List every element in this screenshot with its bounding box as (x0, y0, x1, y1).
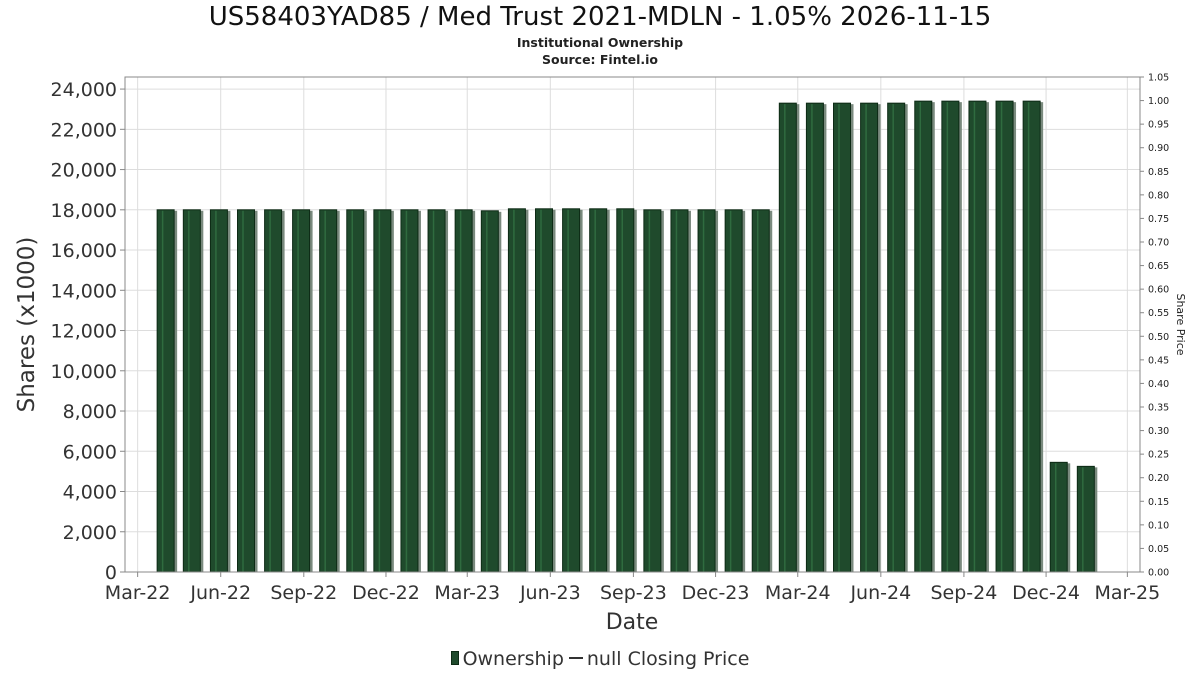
ownership-bar (182, 209, 201, 573)
y-tick-label: 6,000 (63, 441, 117, 463)
y-tick-label: 24,000 (51, 79, 117, 101)
y2-tick-label: 0.70 (1148, 238, 1169, 249)
ownership-bar (1049, 461, 1068, 573)
x-tick-label: Sep-22 (270, 582, 337, 604)
ownership-bar (319, 209, 338, 573)
x-tick-label: Dec-23 (682, 582, 750, 604)
ownership-bar (833, 102, 852, 573)
chart-source: Source: Fintel.io (542, 52, 658, 67)
y2-tick-label: 0.30 (1148, 426, 1169, 437)
chart-title: US58403YAD85 / Med Trust 2021-MDLN - 1.0… (208, 2, 992, 32)
ownership-bar (589, 208, 608, 573)
x-tick-label: Jun-23 (519, 582, 581, 604)
y2-tick-label: 0.60 (1148, 285, 1169, 296)
ownership-bars (156, 100, 1098, 573)
ownership-bar (346, 209, 365, 573)
ownership-bar (209, 209, 228, 573)
y-tick-label: 8,000 (63, 401, 117, 423)
ownership-bar (1022, 100, 1041, 573)
legend-price-label: null Closing Price (586, 648, 750, 670)
y-tick-label: 16,000 (51, 240, 117, 262)
y-tick-label: 2,000 (63, 522, 117, 544)
ownership-bar (264, 209, 283, 573)
y-tick-label: 18,000 (51, 200, 117, 222)
ownership-bar (535, 208, 554, 573)
ownership-bar (373, 209, 392, 573)
y2-tick-label: 0.95 (1148, 120, 1169, 131)
y2-tick-label: 0.50 (1148, 332, 1169, 343)
y2-tick-label: 0.45 (1148, 355, 1169, 366)
ownership-bar (968, 100, 987, 573)
y2-tick-label: 0.00 (1148, 568, 1169, 579)
ownership-bar (995, 100, 1014, 573)
y2-axis-title: Share Price (1174, 293, 1187, 355)
ownership-bar (670, 209, 689, 573)
ownership-bar (643, 209, 662, 573)
ownership-bar (507, 208, 526, 573)
ownership-bar (427, 209, 446, 573)
chart-subtitle: Institutional Ownership (516, 35, 684, 50)
y2-tick-label: 0.85 (1148, 167, 1169, 178)
x-tick-label: Dec-22 (352, 582, 420, 604)
y-tick-label: 10,000 (51, 361, 117, 383)
x-tick-label: Mar-25 (1095, 582, 1161, 604)
x-tick-label: Sep-23 (600, 582, 667, 604)
y2-tick-label: 0.20 (1148, 473, 1169, 484)
y-axis-title: Shares (x1000) (14, 237, 40, 413)
ownership-bar (400, 209, 419, 573)
y2-tick-label: 0.10 (1148, 520, 1169, 531)
ownership-bar (941, 100, 960, 573)
ownership-bar (237, 209, 256, 573)
x-tick-label: Mar-23 (434, 582, 500, 604)
y2-tick-label: 0.55 (1148, 308, 1169, 319)
x-tick-label: Mar-24 (765, 582, 831, 604)
y-tick-label: 4,000 (63, 482, 117, 504)
y2-tick-label: 0.35 (1148, 403, 1169, 414)
y2-tick-label: 0.75 (1148, 214, 1169, 225)
chart-legend: Ownership null Closing Price (0, 648, 1200, 670)
legend-ownership-label: Ownership (462, 648, 564, 670)
y2-tick-label: 1.05 (1148, 73, 1169, 84)
ownership-bar (805, 102, 824, 573)
y2-tick-label: 1.00 (1148, 96, 1169, 107)
ownership-bar (914, 100, 933, 573)
y2-tick-label: 0.25 (1148, 450, 1169, 461)
y2-tick-label: 0.80 (1148, 190, 1169, 201)
x-tick-label: Sep-24 (930, 582, 997, 604)
y-tick-label: 14,000 (51, 280, 117, 302)
ownership-bar (562, 208, 581, 573)
ownership-bar (860, 102, 879, 573)
ownership-bar (156, 209, 175, 573)
y2-tick-label: 0.90 (1148, 143, 1169, 154)
y-tick-label: 20,000 (51, 160, 117, 182)
ownership-swatch-icon (450, 651, 459, 665)
x-tick-label: Jun-22 (189, 582, 251, 604)
y-tick-label: 12,000 (51, 321, 117, 343)
x-axis-title: Date (606, 610, 659, 635)
y2-tick-label: 0.15 (1148, 497, 1169, 508)
ownership-bar (480, 210, 499, 573)
plot-frame (124, 76, 1141, 573)
ownership-bar (887, 102, 906, 573)
x-tick-label: Mar-22 (105, 582, 171, 604)
y2-tick-label: 0.65 (1148, 261, 1169, 272)
y-tick-label: 22,000 (51, 119, 117, 141)
y2-tick-label: 0.40 (1148, 379, 1169, 390)
price-line-icon (568, 657, 583, 659)
ownership-bar (778, 102, 797, 573)
y-tick-label: 0 (105, 562, 117, 584)
ownership-bar (697, 209, 716, 573)
ownership-bar (616, 208, 635, 573)
ownership-bar (454, 209, 473, 573)
x-tick-label: Dec-24 (1012, 582, 1080, 604)
axes: 0 2,000 4,000 6,000 8,000 10,000 12,000 14,000 1… (14, 73, 1187, 636)
ownership-bar (1076, 465, 1095, 573)
x-tick-label: Jun-24 (849, 582, 911, 604)
y2-tick-label: 0.05 (1148, 544, 1169, 555)
ownership-bar (751, 209, 770, 573)
ownership-bar (724, 209, 743, 573)
ownership-bar (292, 209, 311, 573)
